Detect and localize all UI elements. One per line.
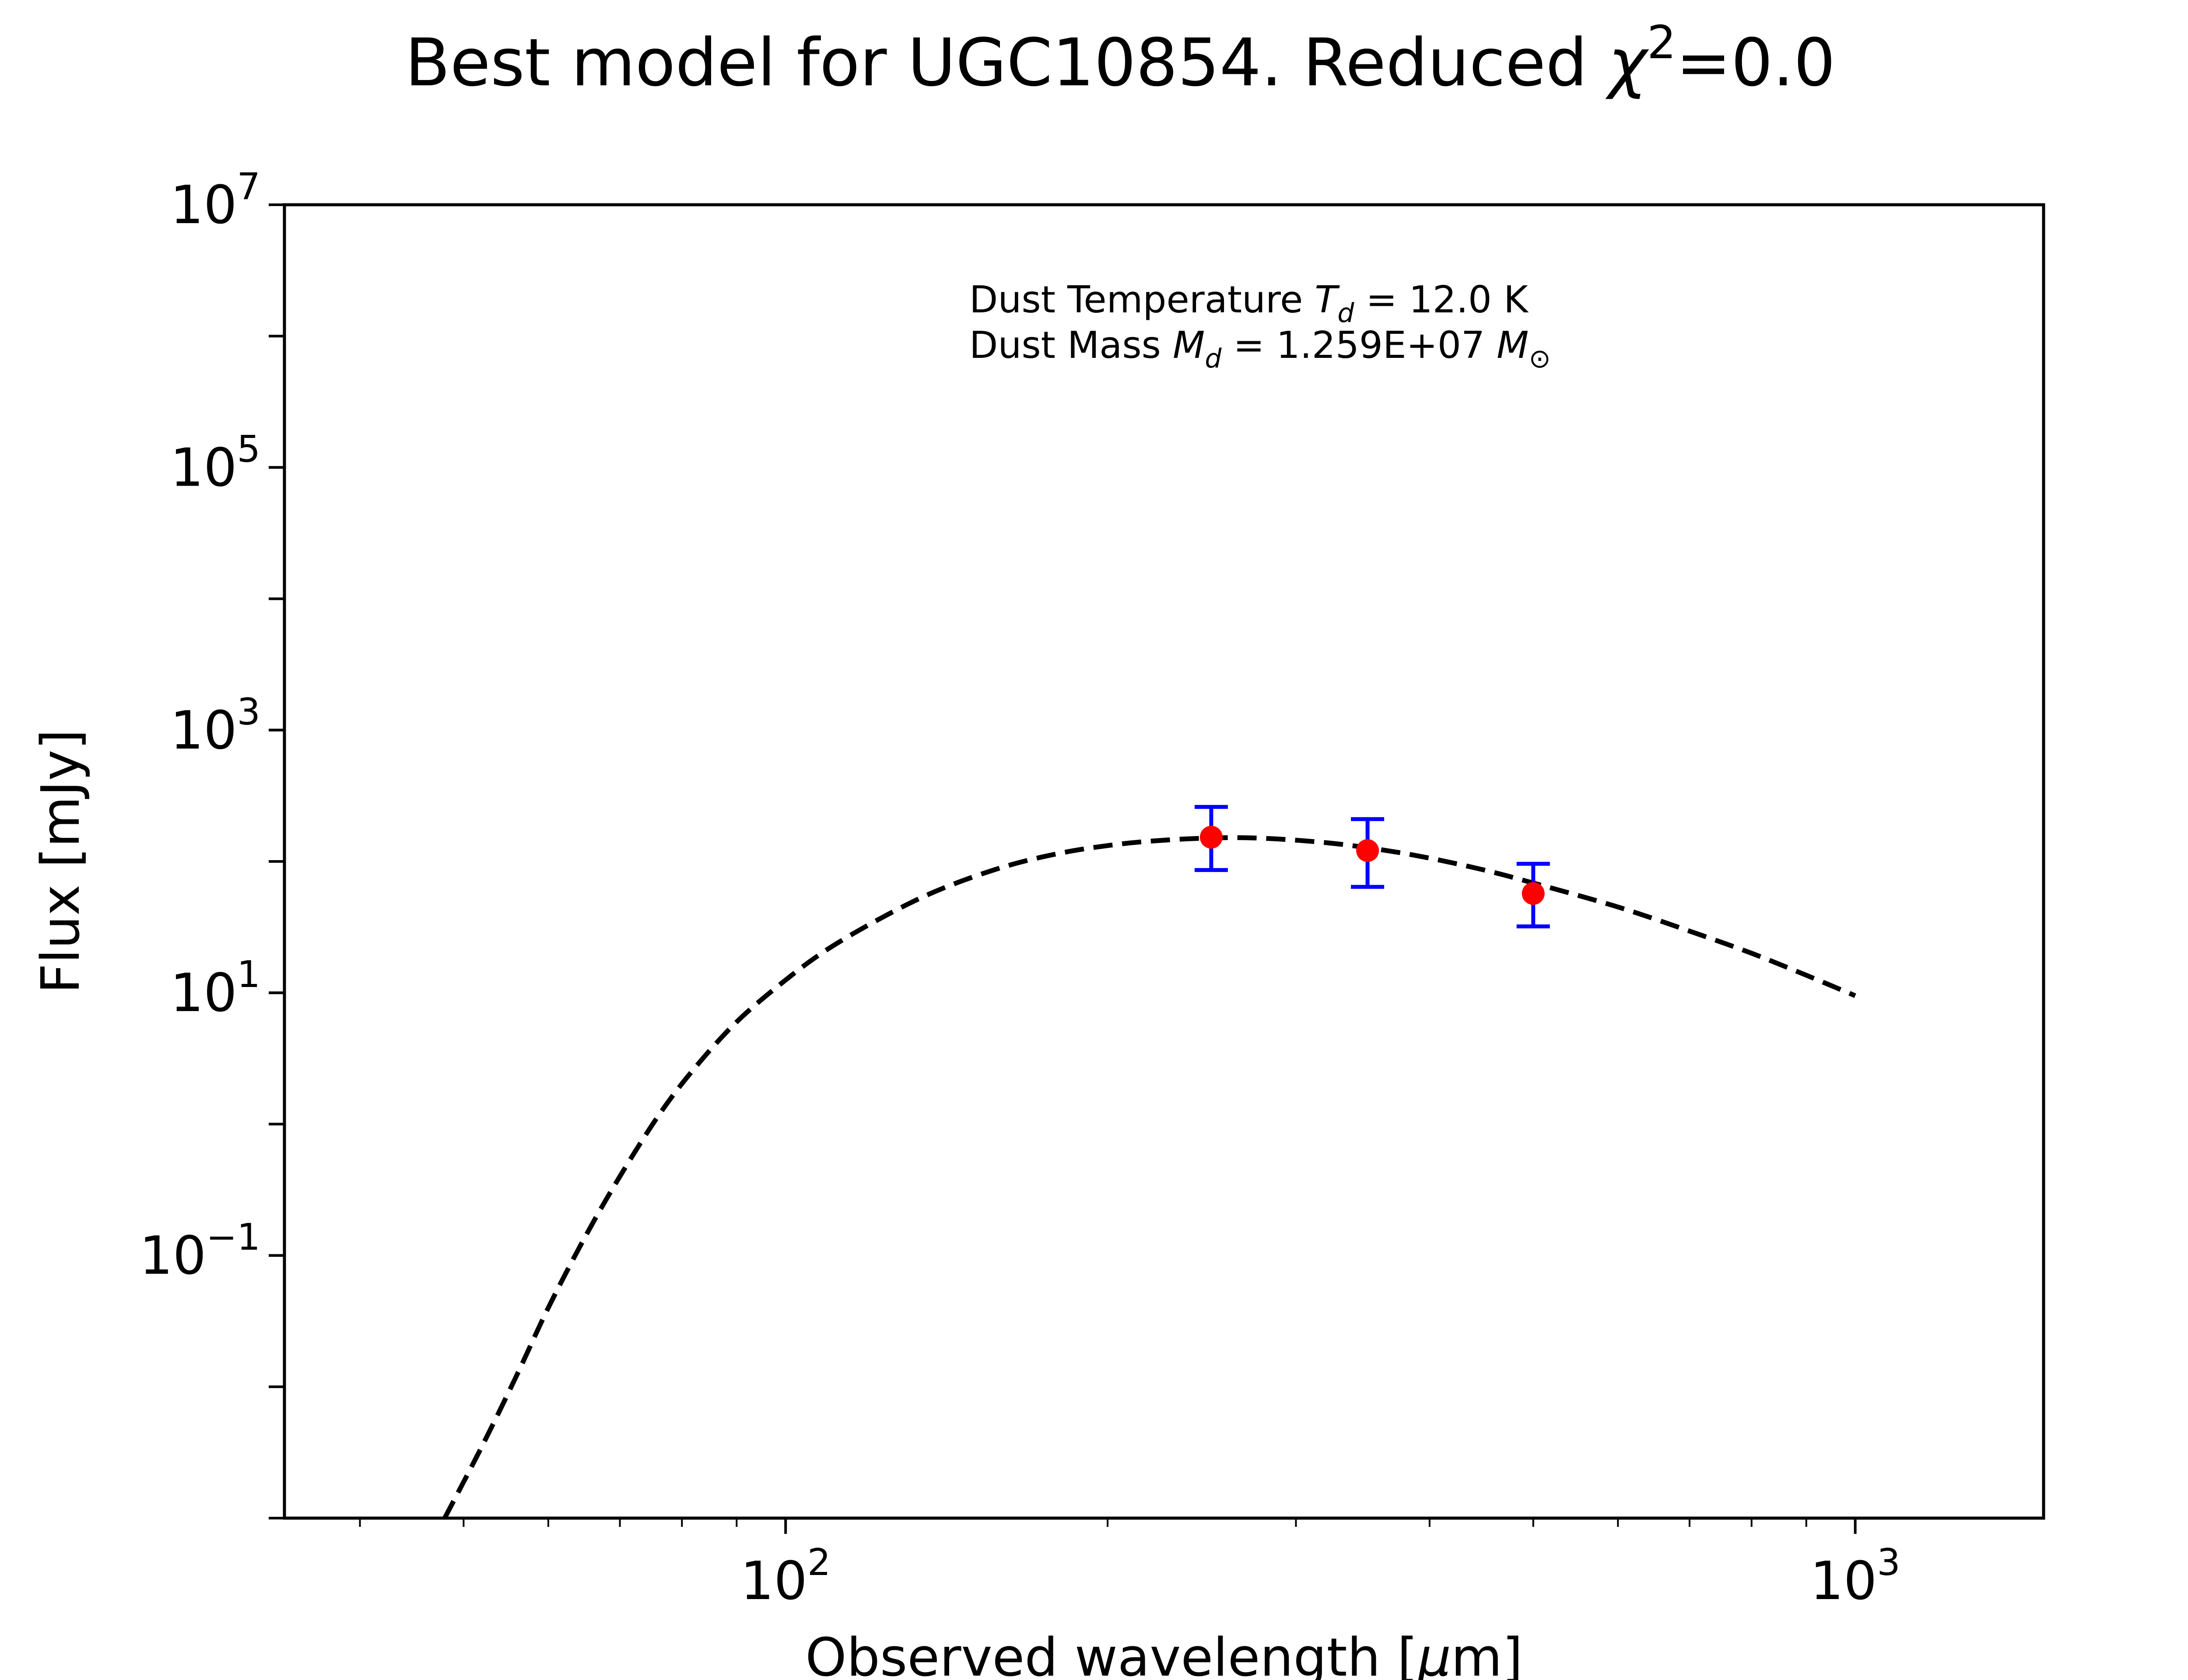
x-tick-label-base: 10 (1810, 1551, 1877, 1612)
annotation-temp-subscript: d (1337, 298, 1354, 329)
observation-point-2 (1351, 817, 1385, 889)
annotation-temp-prefix: Dust Temperature (969, 278, 1315, 322)
data-marker (1356, 839, 1379, 862)
x-tick-label: 103 (1810, 1541, 1900, 1612)
y-tick-label-base: 10 (170, 175, 237, 236)
y-tick-label-exp: 5 (237, 427, 260, 470)
y-tick-label: 101 (170, 953, 260, 1024)
observation-point-1 (1194, 805, 1228, 872)
plot-content (442, 805, 1856, 1518)
observations (1194, 805, 1550, 929)
annotation-mass-value: = 1.259E+07 (1221, 324, 1497, 367)
y-tick-label-exp: 3 (237, 690, 260, 733)
title-chi: χ (1605, 25, 1649, 101)
y-tick-label-exp: 1 (237, 953, 260, 996)
y-tick-label: 10−1 (139, 1216, 260, 1287)
title-main: Best model for UGC10854. Reduced (405, 25, 1609, 101)
annotation-mass-symbol: M (1173, 324, 1205, 367)
y-tick-label: 107 (170, 165, 260, 236)
y-tick-label-base: 10 (170, 700, 237, 761)
annotation-mass-unit-symbol: M (1497, 324, 1529, 367)
model-curve-line (442, 835, 1856, 1518)
y-tick-label-base: 10 (170, 963, 237, 1024)
annotation-dust-mass: Dust Mass Md = 1.259E+07 M⊙ (969, 324, 1551, 374)
x-axis-label-main: Observed wavelength [ (805, 1628, 1417, 1680)
x-axis-label-tail: m] (1451, 1628, 1523, 1680)
data-marker (1522, 882, 1545, 905)
title-chi-power: 2 (1647, 16, 1676, 69)
data-marker (1199, 826, 1223, 849)
y-axis-label: Flux [mJy] (31, 729, 91, 994)
y-tick-label-base: 10 (170, 438, 237, 498)
plot-area (283, 203, 2045, 1520)
annotation-mass-subscript: d (1205, 343, 1222, 374)
title-tail: =0.0 (1676, 25, 1835, 101)
annotation-mass-unit-subscript: ⊙ (1529, 343, 1550, 374)
y-tick-label-exp: −1 (206, 1216, 260, 1259)
annotation-temp-symbol: T (1315, 278, 1340, 322)
x-axis-label: Observed wavelength [μm] (805, 1628, 1523, 1680)
annotation-mass-prefix: Dust Mass (969, 324, 1173, 367)
y-tick-label-base: 10 (139, 1226, 206, 1287)
annotation-temp-value: = 12.0 K (1354, 278, 1529, 322)
x-tick-label-base: 10 (740, 1551, 807, 1612)
annotation-dust-temperature: Dust Temperature Td = 12.0 K (969, 278, 1529, 329)
chart-title: Best model for UGC10854. Reduced χ2=0.0 (405, 16, 1836, 101)
y-tick-label-exp: 7 (237, 165, 260, 208)
x-tick-label-exp: 2 (807, 1541, 831, 1584)
x-axis-label-mu: μ (1417, 1628, 1451, 1680)
x-axis-ticks: 102 103 (359, 1518, 1900, 1612)
x-tick-label: 102 (740, 1541, 831, 1612)
observation-point-3 (1516, 861, 1550, 929)
y-tick-label: 103 (170, 690, 260, 761)
y-tick-label: 105 (170, 427, 260, 498)
x-tick-label-exp: 3 (1877, 1541, 1900, 1584)
